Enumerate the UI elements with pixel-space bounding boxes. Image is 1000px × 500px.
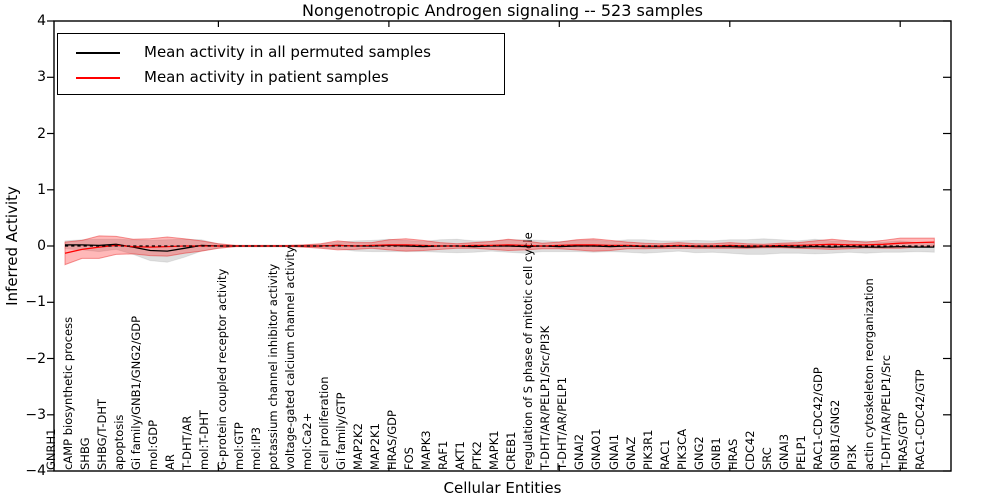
legend: Mean activity in all permuted samples Me…: [57, 33, 505, 95]
y-tick-label: −3: [25, 406, 46, 423]
band-0: [64, 238, 935, 263]
legend-item-permuted: Mean activity in all permuted samples: [58, 40, 504, 65]
x-axis-label: Cellular Entities: [443, 479, 562, 497]
chart-title: Nongenotropic Androgen signaling -- 523 …: [301, 1, 703, 20]
y-tick-label: 4: [37, 13, 46, 29]
y-tick-label: 0: [37, 238, 46, 254]
y-tick-label: 3: [37, 69, 46, 86]
y-tick-label: 2: [37, 125, 46, 142]
legend-label-permuted: Mean activity in all permuted samples: [144, 43, 431, 61]
y-tick-label: −1: [25, 294, 46, 311]
y-tick-label: −2: [25, 350, 46, 367]
patient-line-swatch: [76, 76, 120, 79]
legend-label-patient: Mean activity in patient samples: [144, 68, 389, 86]
y-tick-label: −4: [25, 463, 46, 479]
y-tick-label: 1: [37, 181, 46, 198]
legend-item-patient: Mean activity in patient samples: [58, 65, 504, 90]
permuted-line-swatch: [76, 51, 120, 54]
